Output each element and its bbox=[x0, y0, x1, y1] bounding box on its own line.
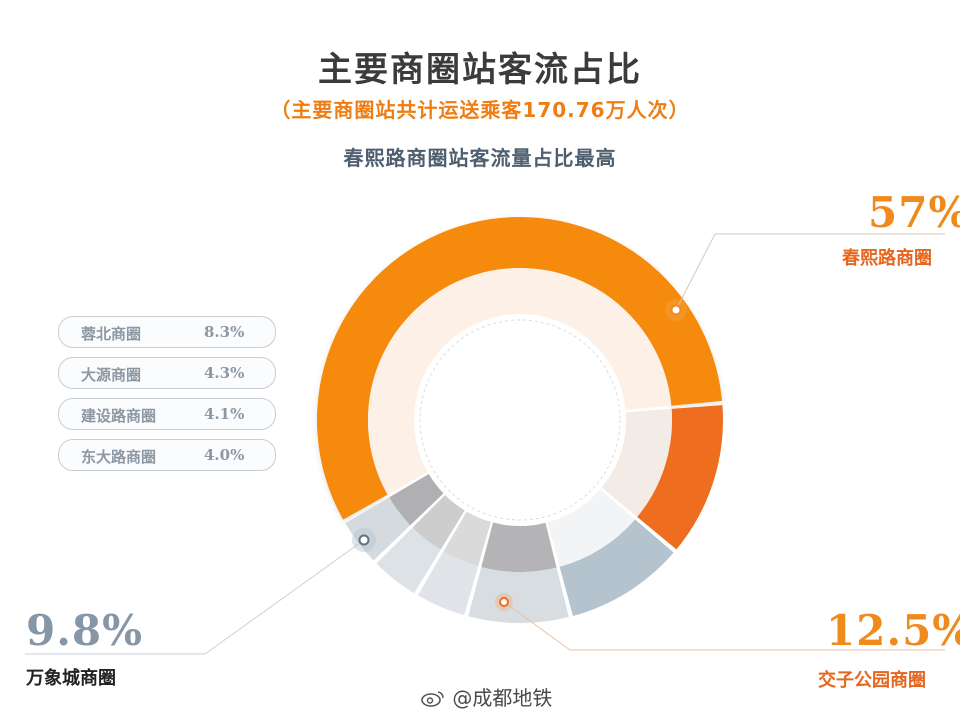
pct-wanxiang: 9.8% bbox=[26, 606, 143, 655]
label-wanxiang: 万象城商圈 bbox=[26, 668, 116, 689]
marker-dot-jiaozi bbox=[495, 593, 513, 611]
leader-line-wanxiang bbox=[25, 539, 365, 655]
marker-dot-chunxi bbox=[665, 299, 687, 321]
slice-inner-4 bbox=[443, 511, 491, 567]
legend-item-jianshelu: 建设路商圈 4.1% bbox=[58, 398, 276, 430]
slice-inner-6 bbox=[389, 473, 444, 526]
legend-item-rongbei: 蓉北商圈 8.3% bbox=[58, 316, 276, 348]
watermark-text: @成都地铁 bbox=[452, 686, 553, 710]
legend-item-dayuan: 大源商圈 4.3% bbox=[58, 357, 276, 389]
slice-outer-4 bbox=[417, 551, 479, 616]
slice-inner-0 bbox=[368, 267, 672, 495]
legend-name: 建设路商圈 bbox=[81, 407, 157, 425]
slice-outer-0 bbox=[316, 216, 723, 520]
outer-ring bbox=[316, 216, 723, 623]
label-chunxi: 春熙路商圈 bbox=[842, 248, 932, 269]
legend-name: 大源商圈 bbox=[81, 366, 142, 384]
legend-pct: 8.3% bbox=[204, 323, 245, 341]
label-jiaozi: 交子公园商圈 bbox=[818, 670, 926, 691]
marker-dot-wanxiang bbox=[352, 528, 376, 552]
slice-inner-1 bbox=[601, 408, 672, 517]
slice-outer-5 bbox=[376, 527, 441, 594]
weibo-icon bbox=[421, 691, 444, 707]
leader-line-jiaozi bbox=[503, 601, 945, 651]
legend-name: 蓉北商圈 bbox=[81, 325, 142, 343]
slice-inner-5 bbox=[412, 494, 465, 550]
legend-item-dongdalu: 东大路商圈 4.0% bbox=[58, 439, 276, 471]
chart-subtitle: （主要商圈站共计运送乘客170.76万人次） bbox=[270, 98, 690, 122]
inner-ring bbox=[368, 267, 672, 572]
legend-pct: 4.3% bbox=[204, 364, 245, 382]
legend-pct: 4.0% bbox=[204, 446, 245, 464]
slice-inner-3 bbox=[481, 522, 557, 572]
legend-pct: 4.1% bbox=[204, 405, 245, 423]
slice-inner-2 bbox=[547, 489, 636, 567]
pct-jiaozi: 12.5% bbox=[826, 606, 960, 655]
watermark: @成都地铁 bbox=[420, 682, 552, 711]
center-dashed-ring bbox=[419, 319, 621, 521]
leader-line-chunxi bbox=[675, 233, 945, 311]
slice-outer-3 bbox=[468, 566, 569, 623]
legend-name: 东大路商圈 bbox=[81, 448, 157, 466]
center-hole bbox=[415, 315, 625, 525]
slice-outer-1 bbox=[637, 405, 723, 550]
chart-caption: 春熙路商圈站客流量占比最高 bbox=[343, 146, 617, 170]
slice-outer-2 bbox=[559, 519, 674, 616]
chart-title: 主要商圈站客流占比 bbox=[318, 50, 642, 90]
pct-chunxi: 57% bbox=[868, 188, 960, 237]
